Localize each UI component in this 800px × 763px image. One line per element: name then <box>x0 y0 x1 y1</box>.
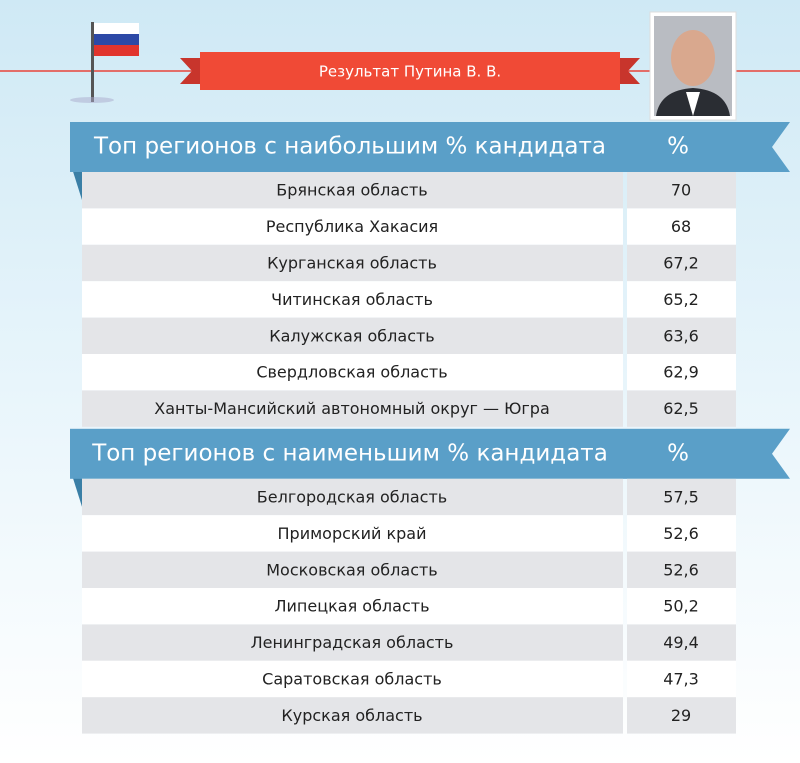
region-value: 57,5 <box>663 488 699 507</box>
ribbon-tail <box>736 428 790 479</box>
value-bg <box>627 244 736 282</box>
region-name: Ханты-Мансийский автономный округ — Югра <box>154 399 550 418</box>
row-bg <box>82 281 623 318</box>
region-value: 52,6 <box>663 560 699 579</box>
region-value: 67,2 <box>663 254 699 273</box>
region-value: 52,6 <box>663 524 699 543</box>
row-bg <box>82 588 623 625</box>
value-bg <box>627 551 736 588</box>
section-header <box>70 428 736 479</box>
title: Результат Путина В. В. <box>319 63 501 81</box>
value-bg <box>627 281 736 318</box>
region-name: Калужская область <box>269 326 434 345</box>
row-bg <box>82 697 623 734</box>
flag <box>70 22 139 103</box>
portrait <box>649 11 737 121</box>
row-bg <box>82 551 623 588</box>
region-value: 49,4 <box>663 633 699 652</box>
row-bg <box>82 208 623 245</box>
section-title: Топ регионов с наименьшим % кандидата <box>91 440 608 466</box>
ribbon-tail <box>736 122 790 172</box>
row-bg <box>82 317 623 354</box>
region-value: 63,6 <box>663 326 699 345</box>
region-name: Белгородская область <box>257 488 447 507</box>
region-name: Саратовская область <box>262 670 442 689</box>
row-bg <box>82 624 623 661</box>
row-bg <box>82 660 623 698</box>
value-bg <box>627 515 736 552</box>
region-value: 50,2 <box>663 597 699 616</box>
region-name: Свердловская область <box>256 363 447 382</box>
region-value: 68 <box>671 217 691 236</box>
section-header <box>70 122 736 172</box>
row-bg <box>82 172 623 209</box>
region-name: Республика Хакасия <box>266 217 438 236</box>
row-bg <box>82 515 623 552</box>
region-value: 65,2 <box>663 290 699 309</box>
region-name: Московская область <box>266 560 437 579</box>
region-name: Брянская область <box>276 181 427 200</box>
region-value: 47,3 <box>663 670 699 689</box>
region-name: Читинская область <box>271 290 433 309</box>
value-bg <box>627 697 736 734</box>
value-bg <box>627 478 736 516</box>
title-banner: Результат Путина В. В. <box>180 52 640 90</box>
row-bg <box>82 390 623 427</box>
value-bg <box>627 588 736 625</box>
section-title: Топ регионов с наибольшим % кандидата <box>93 134 606 160</box>
value-bg <box>627 624 736 661</box>
region-value: 29 <box>671 706 691 725</box>
row-bg <box>82 244 623 282</box>
region-name: Приморский край <box>278 524 427 543</box>
region-name: Липецкая область <box>274 597 429 616</box>
value-bg <box>627 208 736 245</box>
region-value: 62,9 <box>663 363 699 382</box>
value-bg <box>627 660 736 698</box>
region-name: Курганская область <box>267 254 437 273</box>
tables: Топ регионов с наибольшим % кандидата % Бр… <box>70 122 790 734</box>
region-value: 70 <box>671 181 691 200</box>
value-bg <box>627 354 736 391</box>
column-header: % <box>667 134 689 160</box>
value-bg <box>627 317 736 354</box>
region-name: Курская область <box>281 706 422 725</box>
column-header: % <box>667 440 689 466</box>
region-name: Ленинградская область <box>251 633 454 652</box>
value-bg <box>627 390 736 427</box>
value-bg <box>627 172 736 209</box>
row-bg <box>82 478 623 516</box>
region-value: 62,5 <box>663 399 699 418</box>
row-bg <box>82 354 623 391</box>
